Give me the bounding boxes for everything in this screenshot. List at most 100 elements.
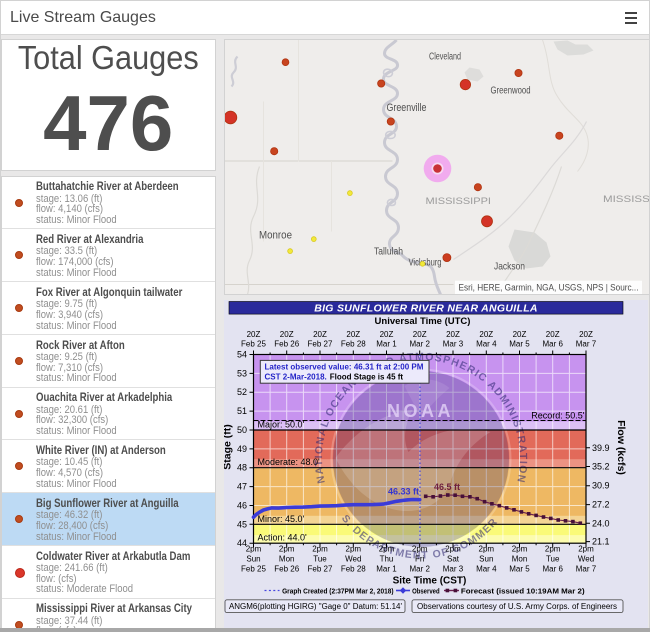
svg-text:Mon: Mon — [278, 555, 294, 564]
svg-text:Thu: Thu — [379, 555, 393, 564]
svg-text:2pm: 2pm — [411, 545, 427, 554]
svg-text:Tallulah: Tallulah — [374, 246, 403, 257]
svg-text:Cleveland: Cleveland — [429, 51, 461, 62]
svg-text:Sat: Sat — [446, 555, 459, 564]
svg-text:Stage (ft): Stage (ft) — [224, 424, 234, 470]
svg-text:44: 44 — [236, 538, 246, 548]
svg-text:2pm: 2pm — [445, 545, 461, 554]
svg-text:46.5 ft: 46.5 ft — [434, 482, 460, 492]
svg-text:20Z: 20Z — [313, 330, 327, 339]
svg-text:20Z: 20Z — [412, 330, 426, 339]
svg-text:Mar 7: Mar 7 — [575, 339, 596, 348]
svg-text:Feb 26: Feb 26 — [274, 339, 299, 348]
svg-text:Tue: Tue — [313, 555, 327, 564]
svg-text:48: 48 — [236, 463, 246, 473]
svg-text:Mon: Mon — [511, 555, 527, 564]
svg-text:20Z: 20Z — [346, 330, 360, 339]
svg-text:Mar 3: Mar 3 — [442, 565, 463, 574]
svg-text:2pm: 2pm — [345, 545, 361, 554]
svg-text:Universal Time (UTC): Universal Time (UTC) — [374, 316, 470, 327]
svg-text:Mar 7: Mar 7 — [575, 565, 596, 574]
svg-text:Mar 5: Mar 5 — [509, 565, 530, 574]
svg-text:Site Time (CST): Site Time (CST) — [392, 576, 466, 587]
svg-text:Mar 6: Mar 6 — [542, 565, 563, 574]
svg-text:Feb 28: Feb 28 — [340, 565, 365, 574]
svg-text:2pm: 2pm — [478, 545, 494, 554]
svg-text:Action: 44.0': Action: 44.0' — [257, 533, 307, 543]
svg-text:Jackson: Jackson — [494, 260, 525, 272]
svg-text:46.33 ft: 46.33 ft — [387, 487, 418, 497]
svg-text:47: 47 — [236, 482, 246, 492]
svg-text:2pm: 2pm — [278, 545, 294, 554]
svg-text:20Z: 20Z — [512, 330, 526, 339]
svg-text:Tue: Tue — [545, 555, 559, 564]
svg-text:Moderate: 48.0': Moderate: 48.0' — [257, 457, 320, 467]
svg-text:45: 45 — [236, 519, 246, 529]
svg-text:Mar 2: Mar 2 — [409, 339, 430, 348]
svg-text:Mar 3: Mar 3 — [442, 339, 463, 348]
svg-text:Minor: 45.0': Minor: 45.0' — [257, 514, 304, 524]
svg-text:53: 53 — [236, 368, 246, 378]
svg-text:52: 52 — [236, 387, 246, 397]
svg-text:2pm: 2pm — [511, 545, 527, 554]
svg-text:Latest observed value: 46.31: Latest observed value: 46.31 ft at 2:00 … — [264, 363, 423, 372]
svg-text:Monroe: Monroe — [259, 229, 292, 241]
svg-text:Sun: Sun — [246, 555, 260, 564]
svg-text:46: 46 — [236, 501, 246, 511]
svg-text:Feb 28: Feb 28 — [340, 339, 365, 348]
svg-text:50: 50 — [236, 425, 246, 435]
svg-text:39.9: 39.9 — [592, 443, 610, 453]
svg-text:51: 51 — [236, 406, 246, 416]
svg-text:Fri: Fri — [415, 555, 425, 564]
svg-text:Observations courtesy of U.S.: Observations courtesy of U.S. Army Corps… — [417, 602, 617, 611]
svg-text:Forecast (issued 10:19AM Mar 2: Forecast (issued 10:19AM Mar 2) — [460, 586, 584, 595]
svg-text:MISSISSIPPI: MISSISSIPPI — [425, 196, 491, 207]
svg-text:Mar 1: Mar 1 — [376, 339, 397, 348]
svg-text:Mar 2: Mar 2 — [409, 565, 430, 574]
svg-text:Wed: Wed — [577, 555, 593, 564]
svg-text:54: 54 — [236, 350, 246, 360]
svg-text:21.1: 21.1 — [592, 537, 610, 547]
svg-text:Mar 5: Mar 5 — [509, 339, 530, 348]
svg-text:Wed: Wed — [345, 555, 361, 564]
svg-text:2pm: 2pm — [578, 545, 594, 554]
svg-text:MISSISSI: MISSISSI — [603, 194, 650, 205]
svg-text:27.2: 27.2 — [592, 500, 610, 510]
svg-text:20Z: 20Z — [379, 330, 393, 339]
svg-text:20Z: 20Z — [479, 330, 493, 339]
svg-text:2pm: 2pm — [544, 545, 560, 554]
svg-text:Feb 27: Feb 27 — [307, 565, 332, 574]
svg-text:Major: 50.0': Major: 50.0' — [257, 420, 304, 430]
svg-text:Mar 6: Mar 6 — [542, 339, 563, 348]
svg-text:2pm: 2pm — [378, 545, 394, 554]
svg-text:Feb 25: Feb 25 — [241, 565, 266, 574]
svg-text:BIG SUNFLOWER RIVER NEAR ANGUI: BIG SUNFLOWER RIVER NEAR ANGUILLA — [314, 302, 538, 314]
svg-text:Feb 26: Feb 26 — [274, 565, 299, 574]
svg-text:20Z: 20Z — [279, 330, 293, 339]
svg-text:Feb 27: Feb 27 — [307, 339, 332, 348]
svg-text:Graph Created (2:37PM Mar 2, 2: Graph Created (2:37PM Mar 2, 2018) — [282, 586, 394, 595]
svg-text:2pm: 2pm — [312, 545, 328, 554]
svg-text:NOAA: NOAA — [387, 401, 454, 421]
svg-text:49: 49 — [236, 444, 246, 454]
svg-text:CST 2-Mar-2018.Flood Stage is: CST 2-Mar-2018. Flood Stage is 45 ft — [264, 372, 403, 381]
svg-text:30.9: 30.9 — [592, 481, 610, 491]
svg-text:Mar 4: Mar 4 — [476, 339, 497, 348]
svg-text:Mar 1: Mar 1 — [376, 565, 397, 574]
svg-text:Record: 50.5': Record: 50.5' — [531, 411, 585, 421]
svg-text:20Z: 20Z — [246, 330, 260, 339]
svg-text:Feb 25: Feb 25 — [241, 339, 266, 348]
svg-text:Flow (kcfs): Flow (kcfs) — [615, 420, 627, 475]
svg-text:Mar 4: Mar 4 — [476, 565, 497, 574]
svg-text:20Z: 20Z — [579, 330, 593, 339]
svg-text:24.0: 24.0 — [592, 518, 610, 528]
svg-text:Observed: Observed — [412, 586, 440, 595]
svg-text:Greenwood: Greenwood — [490, 85, 530, 96]
svg-text:ANGM6(plotting HGIRG) "Gage 0": ANGM6(plotting HGIRG) "Gage 0" Datum: 51… — [229, 602, 402, 611]
svg-text:20Z: 20Z — [545, 330, 559, 339]
svg-text:Sun: Sun — [479, 555, 493, 564]
svg-text:Esri, HERE, Garmin, NGA, USGS,: Esri, HERE, Garmin, NGA, USGS, NPS | Sou… — [458, 282, 638, 292]
svg-text:20Z: 20Z — [446, 330, 460, 339]
svg-text:2pm: 2pm — [245, 545, 261, 554]
svg-text:35.2: 35.2 — [592, 462, 610, 472]
